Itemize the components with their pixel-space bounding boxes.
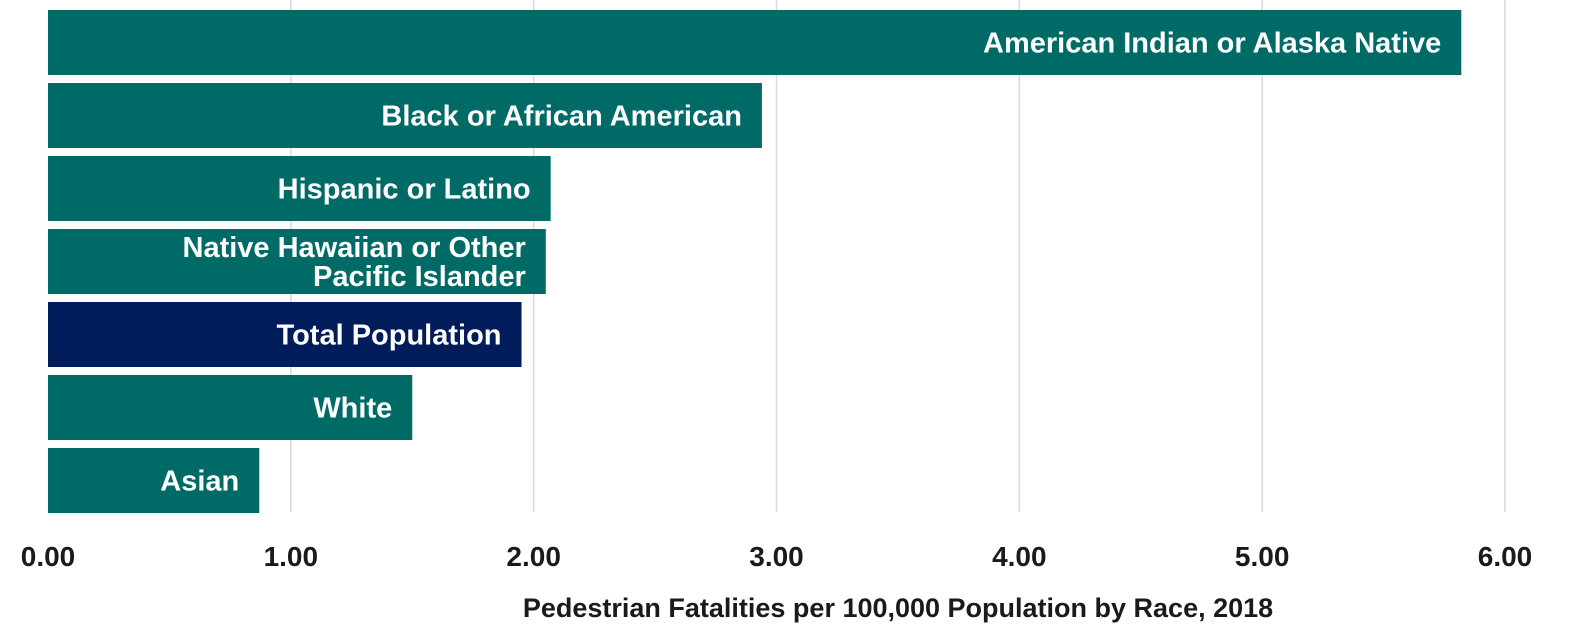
bar bbox=[48, 448, 260, 513]
x-tick-label: 5.00 bbox=[1235, 541, 1290, 572]
x-tick-label: 4.00 bbox=[992, 541, 1047, 572]
bar-label: Native Hawaiian or Other Pacific Islander bbox=[183, 232, 526, 293]
bar-label: White bbox=[313, 393, 392, 425]
bar-label: Asian bbox=[160, 466, 239, 498]
bar bbox=[48, 302, 522, 367]
bar bbox=[48, 156, 551, 221]
bars bbox=[48, 10, 1462, 513]
bar bbox=[48, 10, 1462, 75]
bar bbox=[48, 83, 762, 148]
bar bbox=[48, 229, 546, 294]
x-tick-label: 0.00 bbox=[21, 541, 76, 572]
x-tick-label: 6.00 bbox=[1478, 541, 1533, 572]
bar bbox=[48, 375, 413, 440]
bar-label: American Indian or Alaska Native bbox=[983, 28, 1441, 60]
x-tick-label: 1.00 bbox=[264, 541, 319, 572]
bar-labels: American Indian or Alaska Native Black or… bbox=[160, 28, 1441, 498]
x-axis-ticks: 0.00 1.00 2.00 3.00 4.00 5.00 6.00 bbox=[21, 541, 1533, 572]
bar-label: Total Population bbox=[277, 320, 502, 352]
x-tick-label: 2.00 bbox=[506, 541, 561, 572]
bar-label: Hispanic or Latino bbox=[278, 174, 531, 206]
x-tick-label: 3.00 bbox=[749, 541, 804, 572]
x-axis-title: Pedestrian Fatalities per 100,000 Popula… bbox=[523, 593, 1273, 623]
bar-label: Black or African American bbox=[381, 101, 742, 133]
